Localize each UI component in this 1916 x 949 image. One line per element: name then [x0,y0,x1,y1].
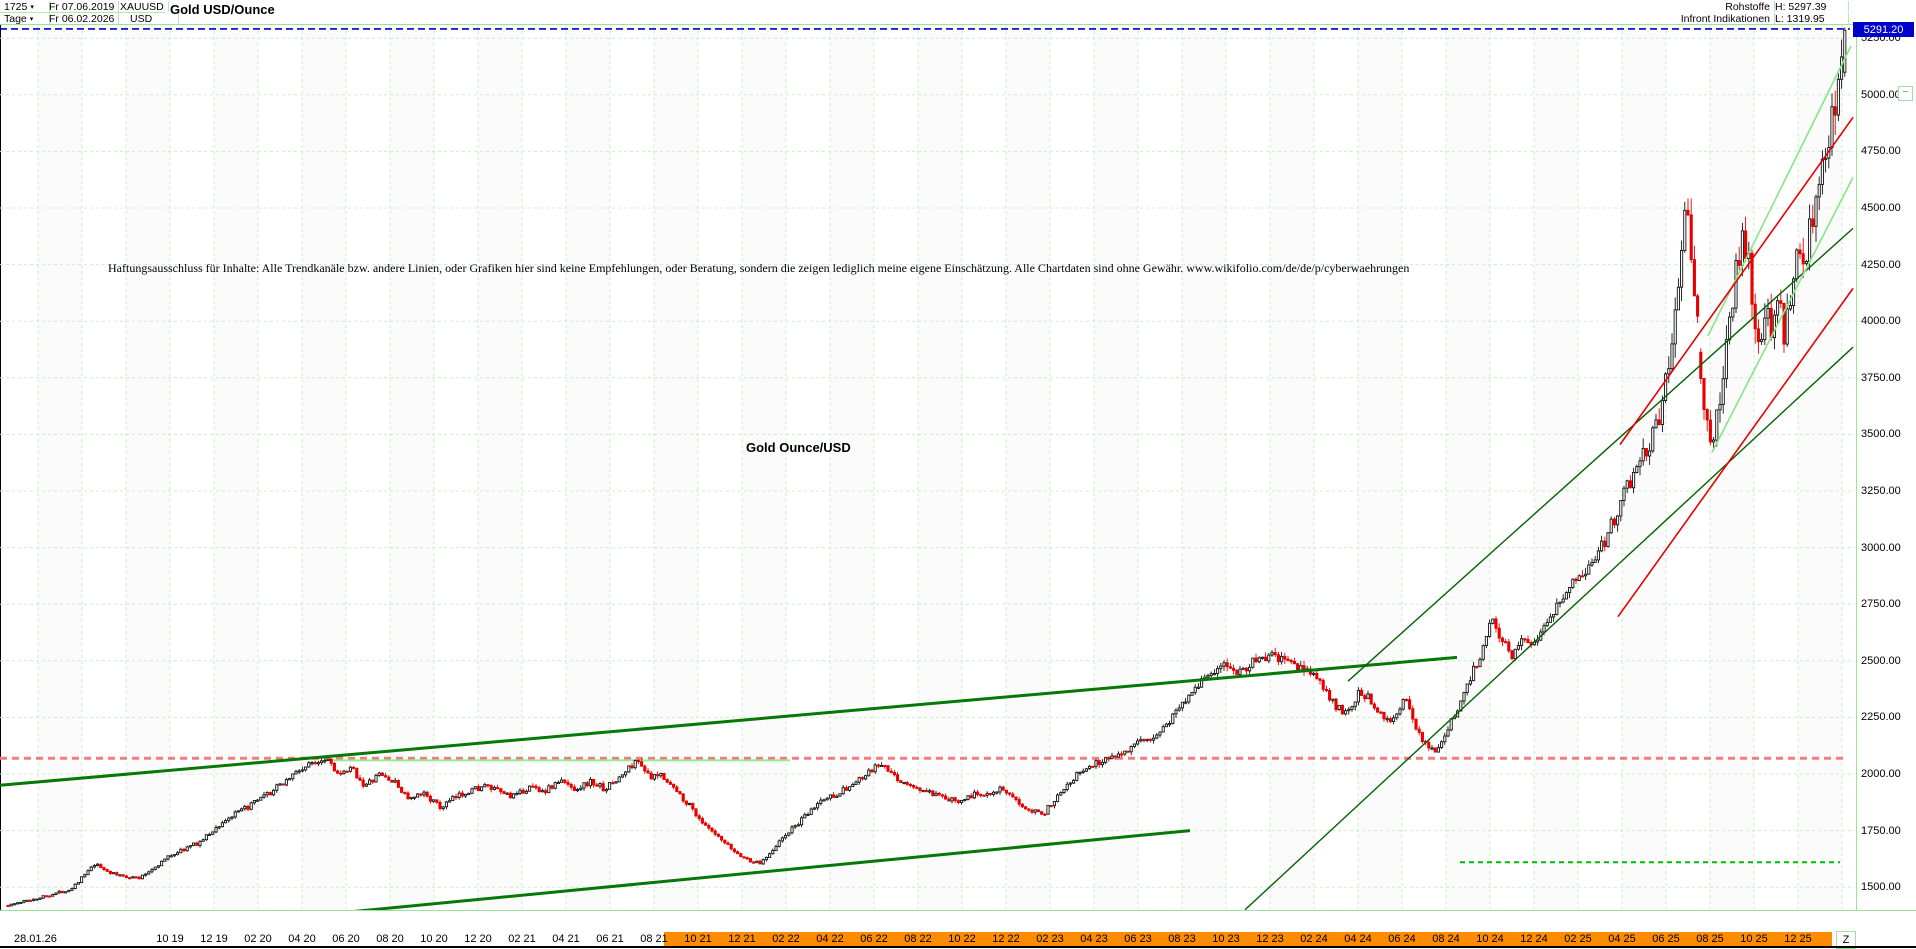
price-tick-label: 1750.00 [1861,824,1901,837]
zoom-reset-button[interactable]: Z [1836,931,1856,949]
time-tick-label: 08 24 [1432,933,1460,945]
time-tick-label: 08 21 [640,933,668,945]
price-tick-label: 4500.00 [1861,202,1901,214]
price-tick-label: 3250.00 [1861,485,1901,497]
time-tick-label: 12 25 [1784,933,1812,945]
highlight-range-band [664,932,1832,948]
time-tick-label: 10 22 [948,933,976,945]
disclaimer-text: Haftungsausschluss für Inhalte: Alle Tre… [108,261,1410,275]
price-tick-label: 2250.00 [1861,711,1901,724]
price-tick-label: 3000.00 [1861,541,1901,554]
bars-count-value: 1725 [4,0,28,13]
time-tick-label: 08 20 [376,933,404,945]
time-tick-label: 06 23 [1124,933,1152,945]
window-bottom-edge [0,946,1916,948]
time-tick-label: 04 21 [552,933,580,945]
time-tick-label: 08 22 [904,933,932,945]
time-tick-label: 10 19 [156,933,184,945]
time-tick-label: 04 22 [816,933,844,945]
time-tick-label: 04 23 [1080,933,1108,945]
page-title: Gold USD/Ounce [170,2,275,17]
time-tick-label: 10 20 [420,933,448,945]
price-tick-label: 1500.00 [1861,881,1901,894]
header-divider [0,12,165,13]
first-date-label: 28.01.26 [14,933,57,945]
time-tick-label: 02 20 [244,933,272,945]
collapse-axis-button[interactable]: − [1898,86,1913,101]
price-tick-label: 2500.00 [1861,654,1901,667]
date-from-field[interactable]: Fr 07.06.2019 [46,1,119,13]
time-tick-label: 06 25 [1652,933,1680,945]
source-label: Infront Indikationen [1640,13,1775,25]
time-tick-label: 06 24 [1388,933,1416,945]
timeframe-value: Tage [4,12,27,25]
time-tick-label: 06 21 [596,933,624,945]
price-axis[interactable]: 5250.00 5000.00 4750.00 4500.00 4250.00 4000.… [1856,24,1916,910]
time-tick-label: 04 24 [1344,933,1372,945]
price-tick-label: 4000.00 [1861,315,1901,328]
price-tick-label: 2750.00 [1861,598,1901,611]
symbol-field[interactable]: XAUUSD [116,1,169,13]
category-label: Rohstoffe [1640,1,1775,13]
time-tick-label: 10 23 [1212,933,1240,945]
time-tick-label: 02 25 [1564,933,1592,945]
period-low-label: L: 1319.95 [1775,13,1849,25]
currency-field: USD [116,13,179,25]
time-tick-label: 12 22 [992,933,1020,945]
instrument-label: Gold Ounce/USD [746,440,851,455]
time-tick-label: 10 24 [1476,933,1504,945]
time-tick-label: 12 21 [728,933,756,945]
time-tick-label: 04 20 [288,933,316,945]
time-tick-label: 06 20 [332,933,360,945]
time-tick-label: 06 22 [860,933,888,945]
bars-count-dropdown[interactable]: 1725 ▾ [0,0,50,13]
time-tick-label: 08 23 [1168,933,1196,945]
price-tick-label: 3750.00 [1861,371,1901,384]
time-tick-label: 10 21 [684,933,712,945]
time-tick-label: 02 22 [772,933,800,945]
time-tick-label: 02 24 [1300,933,1328,945]
chevron-down-icon: ▾ [29,15,34,23]
time-tick-label: 10 25 [1740,933,1768,945]
time-axis[interactable]: 28.01.26 Z 10 19 12 19 02 20 04 20 06 20 08 2… [0,910,1916,949]
candlestick-chart[interactable] [0,0,1856,910]
last-price-tag: 5291.20 [1853,22,1914,37]
time-tick-label: 12 24 [1520,933,1548,945]
price-tick-label: 5000.00 [1861,88,1901,101]
chart-header: 1725 ▾ Tage ▾ Fr 07.06.2019 Fr 06.02.202… [0,0,1916,25]
price-tick-label: 3500.00 [1861,428,1901,441]
time-tick-label: 12 20 [464,933,492,945]
timeframe-dropdown[interactable]: Tage ▾ [0,12,50,25]
time-tick-label: 02 23 [1036,933,1064,945]
price-tick-label: 2000.00 [1861,768,1901,780]
period-high-label: H: 5297.39 [1775,1,1849,13]
date-to-field[interactable]: Fr 06.02.2026 [46,13,119,25]
time-tick-label: 12 19 [200,933,228,945]
price-tick-label: 4250.00 [1861,258,1901,271]
time-tick-label: 12 23 [1256,933,1284,945]
chevron-down-icon: ▾ [30,3,34,11]
time-tick-label: 02 21 [508,933,536,945]
price-tick-label: 4750.00 [1861,145,1901,158]
time-tick-label: 08 25 [1696,933,1724,945]
time-tick-label: 04 25 [1608,933,1636,945]
